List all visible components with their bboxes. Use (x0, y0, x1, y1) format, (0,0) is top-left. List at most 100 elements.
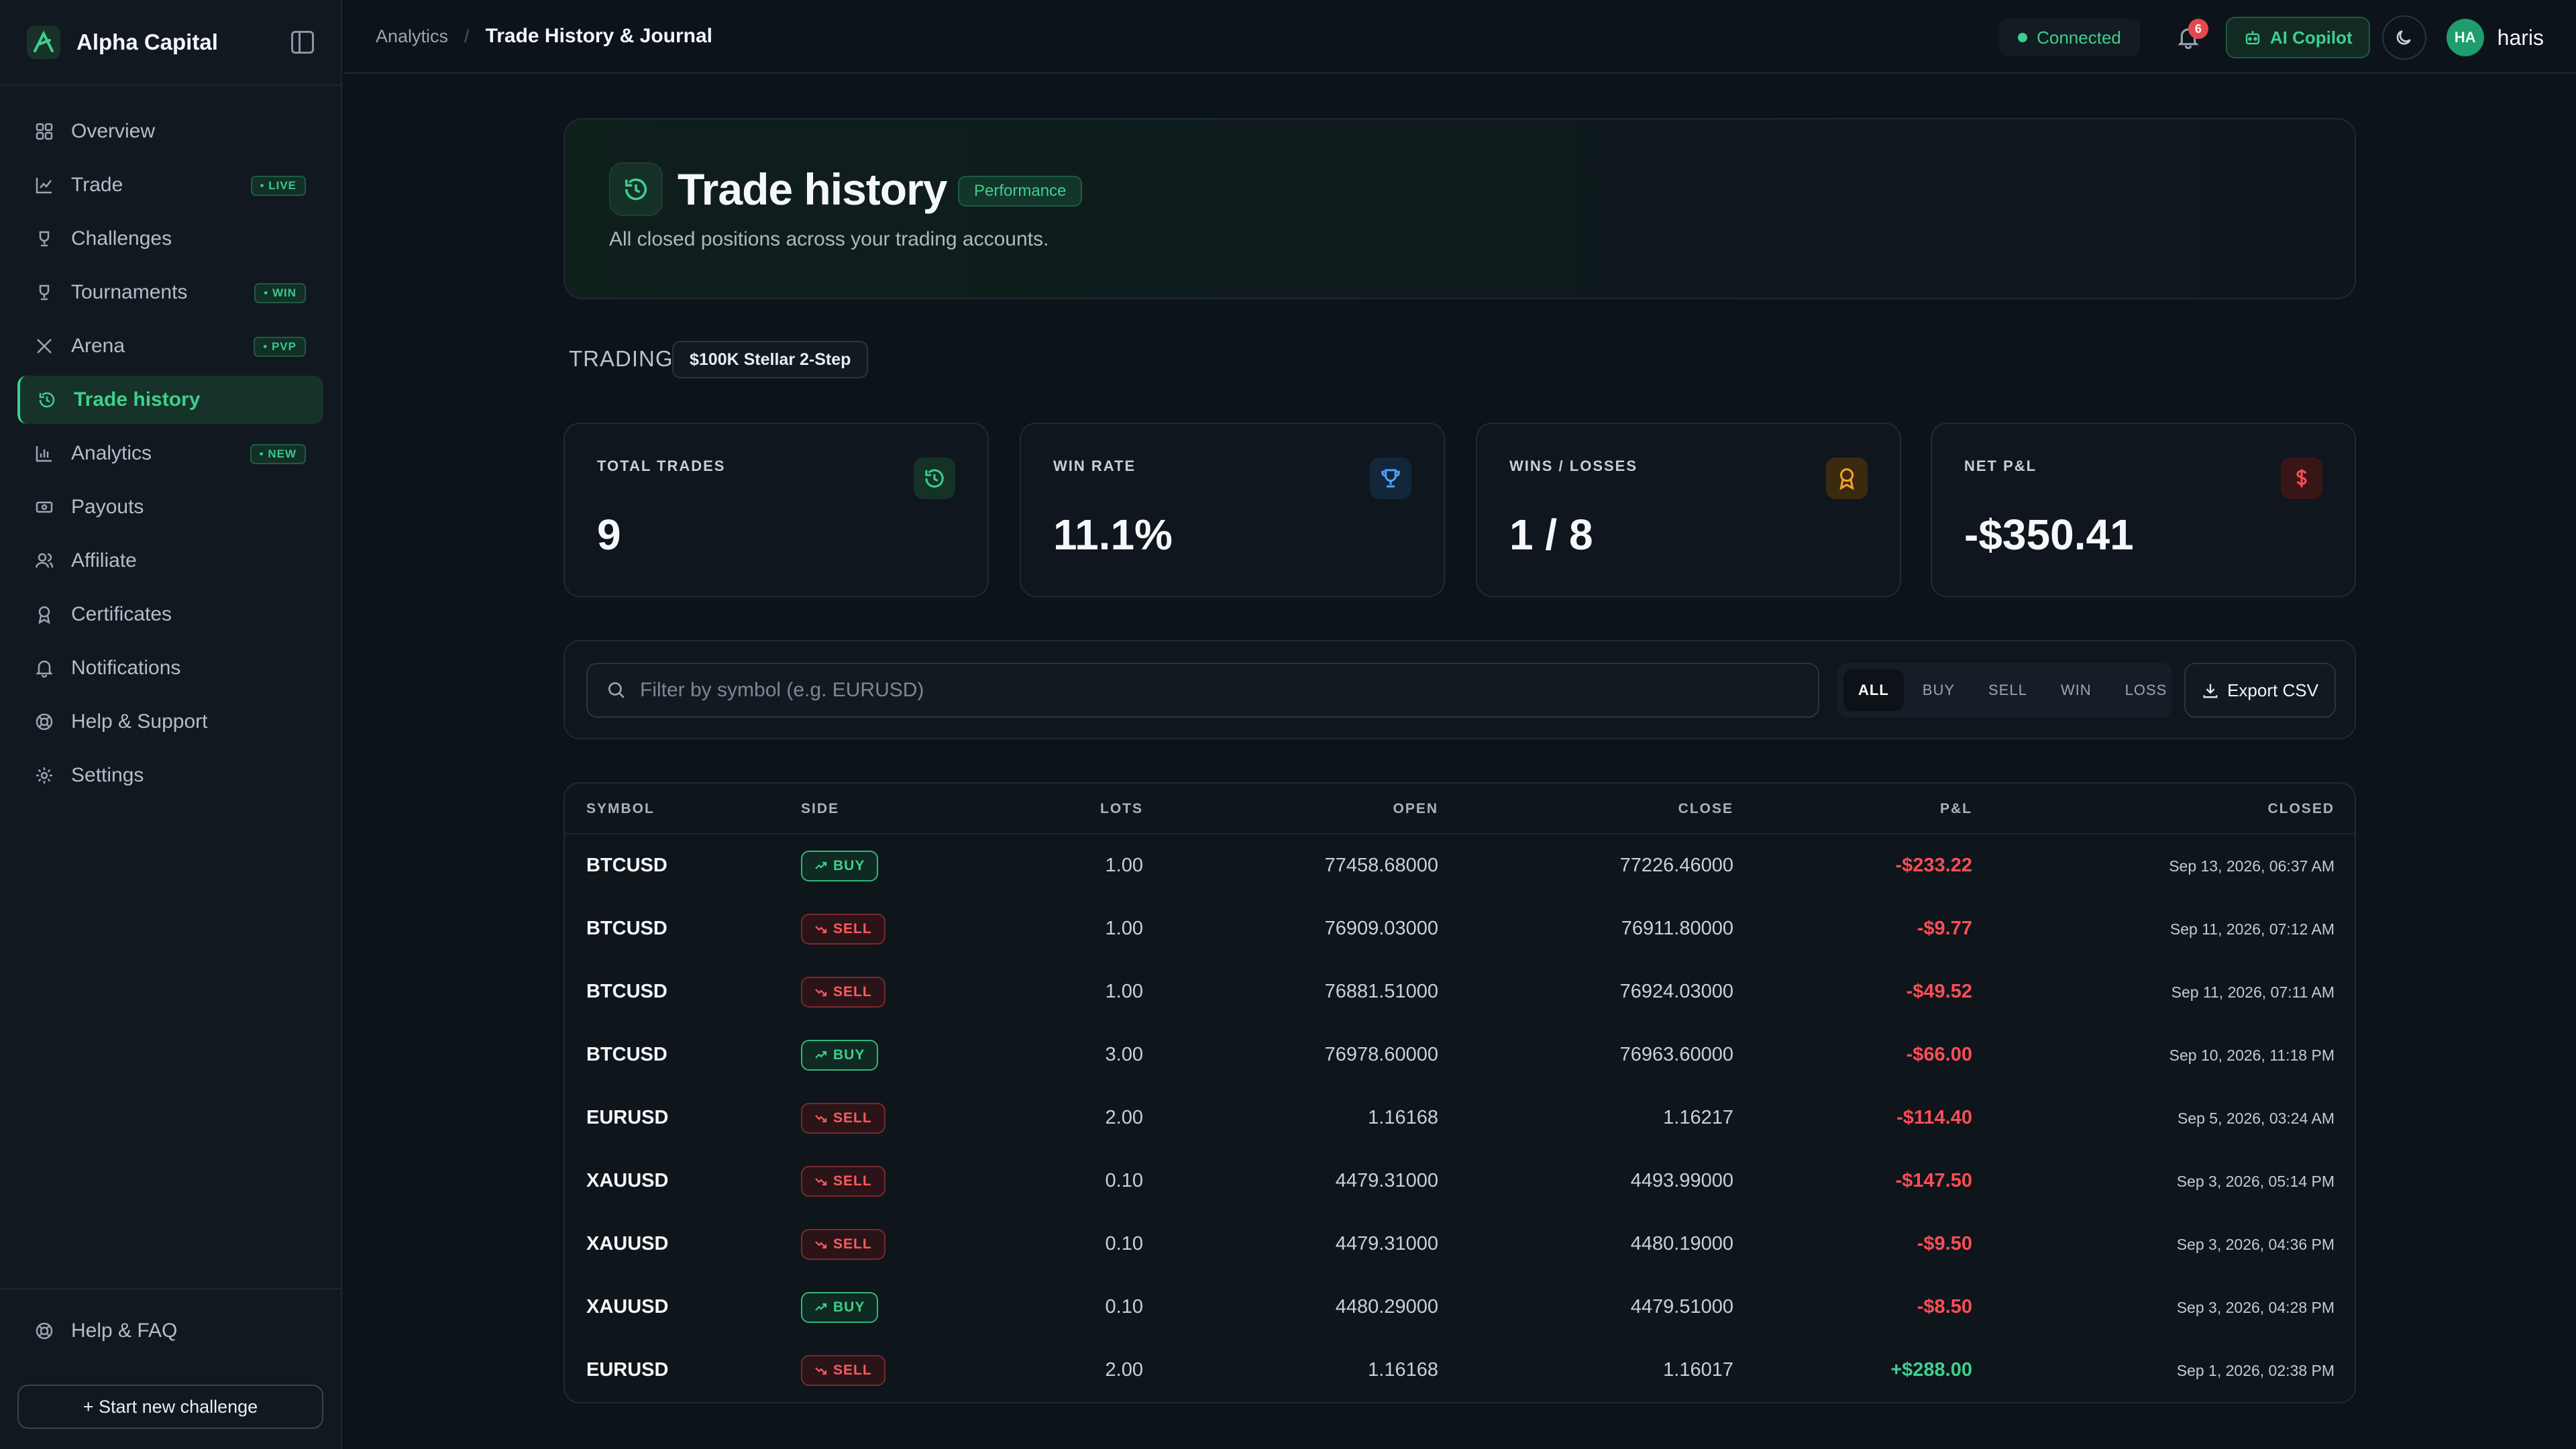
stat-label: TOTAL TRADES (597, 458, 726, 474)
filter-all-button[interactable]: ALL (1843, 669, 1904, 711)
symbol-search[interactable] (586, 663, 1819, 718)
symbol-cell: BTCUSD (586, 981, 667, 1002)
ai-copilot-button[interactable]: AI Copilot (2225, 17, 2370, 58)
sidebar-item-affiliate[interactable]: Affiliate (17, 537, 323, 585)
sidebar-item-arena[interactable]: Arena • PVP (17, 322, 323, 370)
sidebar-item-trade-history[interactable]: Trade history (17, 376, 323, 424)
notification-count-badge: 6 (2188, 19, 2208, 39)
side-label: SELL (833, 984, 872, 1000)
table-header: SYMBOL SIDE LOTS OPEN CLOSE P&L CLOSED (565, 784, 2355, 835)
account-selector[interactable]: $100K Stellar 2-Step (672, 341, 869, 378)
open-price-cell: 4479.31000 (1335, 1233, 1438, 1254)
table-row[interactable]: BTCUSD SELL 1.00 76909.03000 76911.80000 -$9.… (565, 898, 2355, 961)
sidebar-item-challenges[interactable]: Challenges (17, 215, 323, 263)
side-badge: BUY (801, 851, 879, 881)
side-label: BUY (833, 1047, 865, 1063)
pnl-cell: -$9.50 (1917, 1233, 1972, 1254)
money-icon (34, 496, 55, 518)
side-badge: SELL (801, 977, 885, 1008)
export-csv-button[interactable]: Export CSV (2184, 663, 2336, 718)
sidebar-item-tournaments[interactable]: Tournaments • WIN (17, 268, 323, 317)
open-price-cell: 76909.03000 (1324, 918, 1438, 939)
stat-value: -$350.41 (1964, 511, 2134, 559)
table-row[interactable]: BTCUSD BUY 3.00 76978.60000 76963.60000 -$66.… (565, 1024, 2355, 1087)
search-input[interactable] (640, 679, 1780, 702)
sidebar-item-analytics[interactable]: Analytics • NEW (17, 429, 323, 478)
column-header-open[interactable]: OPEN (1393, 801, 1438, 816)
history-icon (914, 458, 955, 499)
sidebar-item-label: Overview (71, 120, 156, 142)
help-faq-link[interactable]: Help & FAQ (17, 1307, 323, 1355)
side-badge: SELL (801, 1229, 885, 1260)
open-price-cell: 76881.51000 (1324, 981, 1438, 1002)
column-header-pnl[interactable]: P&L (1940, 801, 1972, 816)
lifebuoy-icon (34, 1320, 55, 1342)
sidebar-item-label: Arena (71, 335, 125, 357)
sidebar-item-label: Certificates (71, 603, 172, 625)
column-header-closed[interactable]: CLOSED (2267, 801, 2334, 816)
sidebar-item-label: Tournaments (71, 281, 188, 303)
sidebar-item-notifications[interactable]: Notifications (17, 644, 323, 692)
sidebar-item-overview[interactable]: Overview (17, 107, 323, 156)
swords-icon (34, 335, 55, 357)
avatar[interactable]: HA (2446, 19, 2484, 56)
close-price-cell: 4479.51000 (1630, 1296, 1733, 1318)
sidebar-item-label: Challenges (71, 227, 172, 250)
trophy-icon (34, 282, 55, 303)
side-badge: BUY (801, 1040, 879, 1071)
filter-sell-button[interactable]: SELL (1988, 682, 2027, 698)
table-row[interactable]: BTCUSD SELL 1.00 76881.51000 76924.03000 -$49… (565, 961, 2355, 1024)
username[interactable]: haris (2497, 25, 2544, 50)
column-header-symbol[interactable]: SYMBOL (586, 801, 655, 816)
side-label: SELL (833, 1236, 872, 1252)
bar-chart-icon (34, 443, 55, 464)
table-row[interactable]: XAUUSD BUY 0.10 4480.29000 4479.51000 -$8.50 S… (565, 1276, 2355, 1339)
pnl-cell: -$8.50 (1917, 1296, 1972, 1318)
table-row[interactable]: XAUUSD SELL 0.10 4479.31000 4480.19000 -$9.50… (565, 1213, 2355, 1276)
search-icon (608, 682, 625, 698)
trophy-icon (1370, 458, 1411, 499)
trend-down-icon (814, 1175, 828, 1188)
closed-time-cell: Sep 11, 2026, 07:11 AM (2171, 983, 2334, 1001)
side-badge: BUY (801, 1292, 879, 1323)
close-price-cell: 76924.03000 (1619, 981, 1733, 1002)
sidebar-item-settings[interactable]: Settings (17, 751, 323, 800)
breadcrumb-analytics[interactable]: Analytics (376, 25, 449, 46)
close-price-cell: 4493.99000 (1630, 1170, 1733, 1191)
sidebar-item-label: Affiliate (71, 549, 137, 572)
lots-cell: 3.00 (1105, 1044, 1143, 1065)
symbol-cell: BTCUSD (586, 918, 667, 939)
table-row[interactable]: EURUSD SELL 2.00 1.16168 1.16017 +$288.00 Sep … (565, 1339, 2355, 1402)
filter-loss-button[interactable]: LOSS (2125, 682, 2167, 698)
lifebuoy-icon (34, 711, 55, 733)
sidebar-item-label: Trade (71, 174, 123, 196)
side-badge: SELL (801, 1355, 885, 1386)
sidebar-item-label: Notifications (71, 657, 181, 679)
sidebar-item-certificates[interactable]: Certificates (17, 590, 323, 639)
table-row[interactable]: XAUUSD SELL 0.10 4479.31000 4493.99000 -$147.… (565, 1150, 2355, 1213)
sidebar-collapse-icon[interactable] (291, 31, 314, 54)
table-body: BTCUSD BUY 1.00 77458.68000 77226.46000 -$233… (565, 835, 2355, 1402)
sidebar-item-payouts[interactable]: Payouts (17, 483, 323, 531)
brand[interactable]: Alpha Capital (0, 0, 341, 86)
table-row[interactable]: BTCUSD BUY 1.00 77458.68000 77226.46000 -$233… (565, 835, 2355, 898)
start-new-challenge-button[interactable]: + Start new challenge (17, 1385, 323, 1429)
sidebar-item-label: Payouts (71, 496, 144, 518)
symbol-cell: XAUUSD (586, 1233, 669, 1254)
trend-up-icon (814, 1049, 828, 1062)
column-header-side[interactable]: SIDE (801, 801, 840, 816)
table-row[interactable]: EURUSD SELL 2.00 1.16168 1.16217 -$114.40 Sep … (565, 1087, 2355, 1150)
column-header-close[interactable]: CLOSE (1678, 801, 1733, 816)
sidebar-item-help-support[interactable]: Help & Support (17, 698, 323, 746)
filter-win-button[interactable]: WIN (2060, 682, 2092, 698)
sidebar-item-trade[interactable]: Trade • LIVE (17, 161, 323, 209)
notifications-button[interactable]: 6 (2167, 16, 2210, 59)
theme-toggle-moon-icon[interactable] (2381, 15, 2426, 60)
filter-buy-button[interactable]: BUY (1922, 682, 1955, 698)
award-icon (34, 604, 55, 625)
open-price-cell: 4480.29000 (1335, 1296, 1438, 1318)
page-hero: Trade history Performance All closed pos… (564, 118, 2356, 299)
side-label: SELL (833, 1173, 872, 1189)
column-header-lots[interactable]: LOTS (1100, 801, 1143, 816)
live-badge: • LIVE (250, 176, 306, 196)
